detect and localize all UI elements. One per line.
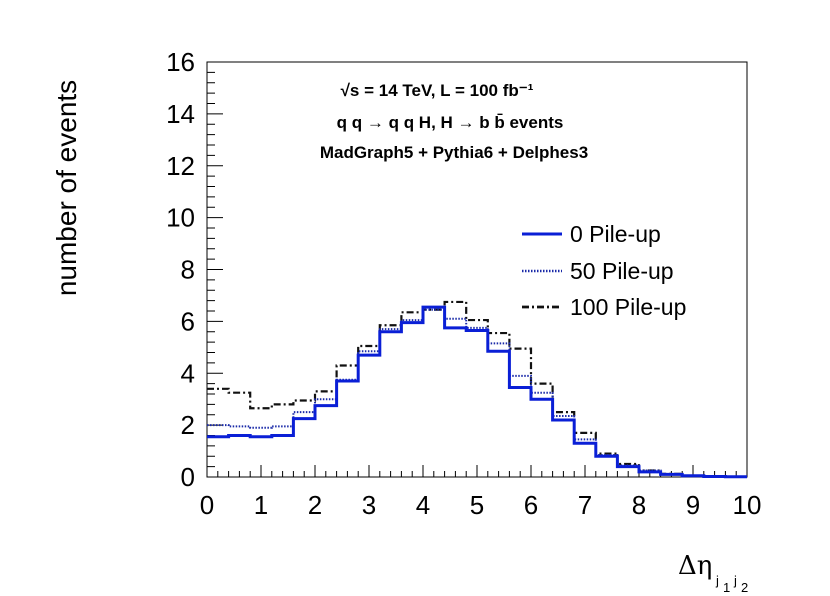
x-axis-title-main: Δη [678,551,712,581]
x-tick-label: 0 [200,490,214,520]
y-tick-label: 12 [166,151,195,181]
y-tick-label: 2 [181,410,195,440]
y-tick-label: 8 [181,255,195,285]
x-axis-title-sub2-idx: 2 [741,580,748,595]
x-tick-label: 7 [578,490,592,520]
y-tick-label: 14 [166,99,195,129]
x-tick-label: 5 [470,490,484,520]
y-tick-label: 16 [166,47,195,77]
legend-label-1: 50 Pile-up [570,258,674,284]
legend-label-0: 0 Pile-up [570,221,661,247]
y-axis-title: number of events [51,80,82,296]
y-tick-label: 6 [181,306,195,336]
annotation-generators: MadGraph5 + Pythia6 + Delphes3 [320,143,588,162]
x-tick-label: 10 [733,490,762,520]
axis-ticks [206,61,748,478]
y-tick-label: 10 [166,203,195,233]
x-axis-title-sub1-idx: 1 [723,580,730,595]
x-tick-label: 2 [308,490,322,520]
y-tick-label: 4 [181,358,195,388]
x-tick-label: 4 [416,490,430,520]
x-tick-label: 6 [524,490,538,520]
annotation-energy: √s = 14 TeV, L = 100 fb⁻¹ [341,81,534,100]
series-group [207,300,747,479]
x-axis-title: Δη j 1 j 2 [678,551,748,595]
legend: 0 Pile-up 50 Pile-up 100 Pile-up [522,221,686,320]
x-axis-title-sub2: j [733,573,737,588]
x-tick-label: 3 [362,490,376,520]
y-tick-label: 0 [181,462,195,492]
x-tick-label: 9 [686,490,700,520]
legend-label-2: 100 Pile-up [570,294,686,320]
x-tick-label: 8 [632,490,646,520]
annotation-process: q q → q q H, H → b b̄ events [337,113,564,132]
series-line-0 [207,305,747,479]
x-tick-label: 1 [254,490,268,520]
x-axis-title-sub1: j [715,573,719,588]
series-line-1 [207,308,747,478]
